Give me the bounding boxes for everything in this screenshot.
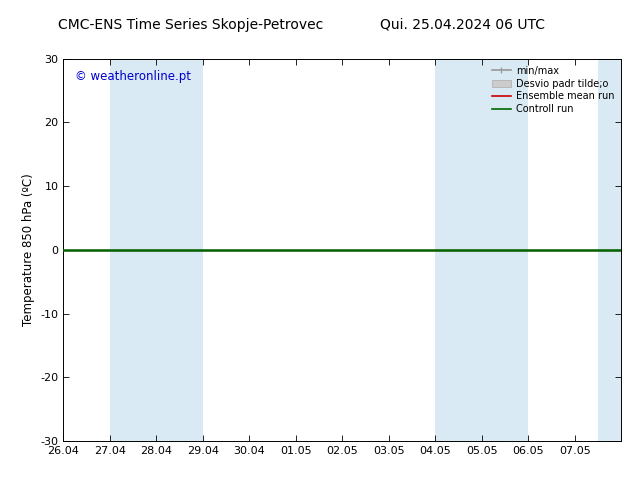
Bar bbox=[598, 59, 621, 441]
Legend: min/max, Desvio padr tilde;o, Ensemble mean run, Controll run: min/max, Desvio padr tilde;o, Ensemble m… bbox=[488, 62, 618, 118]
Text: © weatheronline.pt: © weatheronline.pt bbox=[75, 70, 191, 83]
Y-axis label: Temperature 850 hPa (ºC): Temperature 850 hPa (ºC) bbox=[22, 173, 35, 326]
Bar bbox=[110, 59, 203, 441]
Text: Qui. 25.04.2024 06 UTC: Qui. 25.04.2024 06 UTC bbox=[380, 18, 545, 32]
Text: CMC-ENS Time Series Skopje-Petrovec: CMC-ENS Time Series Skopje-Petrovec bbox=[58, 18, 323, 32]
Bar bbox=[436, 59, 528, 441]
